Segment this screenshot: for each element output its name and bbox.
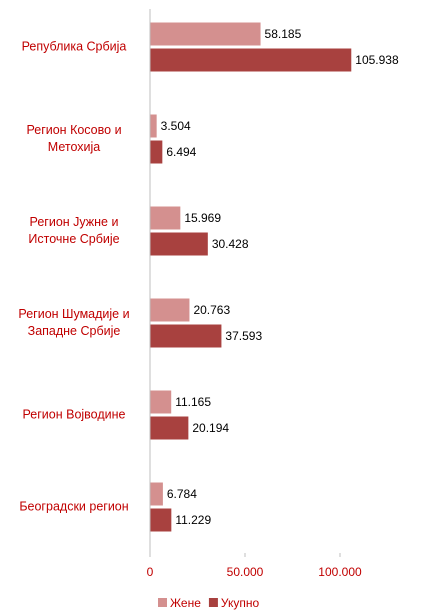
legend-swatch [208,598,218,607]
bar [150,22,261,46]
bar [150,482,163,506]
category-label: Регион Јужне и Источне Србије [28,215,120,246]
bar [150,140,163,164]
bar [150,298,190,322]
value-label: 11.165 [175,395,211,409]
value-label: 105.938 [355,53,399,67]
category-label: Регион Војводине [22,407,126,422]
value-label: 15.969 [184,211,221,225]
x-tick-label: 100.000 [318,565,362,579]
value-label: 20.763 [193,303,230,317]
x-tick-label: 50.000 [227,565,264,579]
category-label: Београдски регион [19,499,129,514]
bar [150,324,222,348]
value-label: 58.185 [265,27,302,41]
legend-swatch [158,598,167,607]
value-label: 6.494 [166,145,196,159]
x-tick-label: 0 [147,565,154,579]
value-label: 20.194 [192,421,229,435]
value-label: 11.229 [175,513,211,527]
value-label: 37.593 [225,329,262,343]
legend-label: Жене [170,596,201,610]
legend-label: Укупно [221,596,260,610]
value-label: 3.504 [161,119,191,133]
category-label: Регион Косово и Метохија [26,123,122,154]
bar [150,206,181,230]
bar [150,232,208,256]
bar [150,416,189,440]
category-label: Регион Шумадије и Западне Србије [18,307,130,338]
value-label: 30.428 [212,237,249,251]
bar [150,508,172,532]
value-label: 6.784 [167,487,197,501]
bar [150,390,172,414]
bar [150,48,352,72]
bar [150,114,157,138]
category-label: Република Србија [21,39,127,54]
